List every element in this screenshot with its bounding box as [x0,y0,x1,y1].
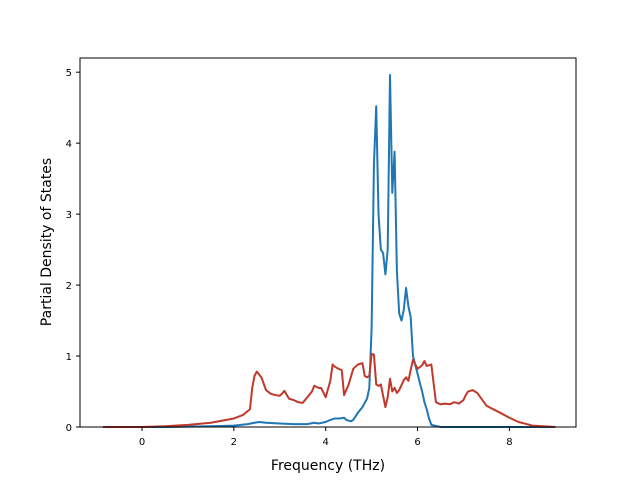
x-tick-label: 0 [139,437,145,448]
y-tick-label: 0 [66,423,72,434]
y-tick-label: 2 [66,281,72,292]
y-tick-label: 3 [66,210,72,221]
x-axis-ticks: 0 2 4 6 8 [139,427,513,448]
x-tick-label: 6 [414,437,420,448]
y-tick-label: 1 [66,352,72,363]
y-tick-label: 5 [66,68,72,79]
plot-area [102,74,556,428]
x-tick-label: 8 [506,437,512,448]
series-line-2 [102,352,556,428]
y-axis-label: Partial Density of States [39,158,55,326]
axes-frame [79,57,577,428]
y-tick-label: 4 [66,139,72,150]
x-tick-label: 4 [323,437,329,448]
y-axis-ticks: 0 1 2 3 4 5 [66,68,80,434]
x-axis-label: Frequency (THz) [271,458,385,474]
x-tick-label: 2 [231,437,237,448]
